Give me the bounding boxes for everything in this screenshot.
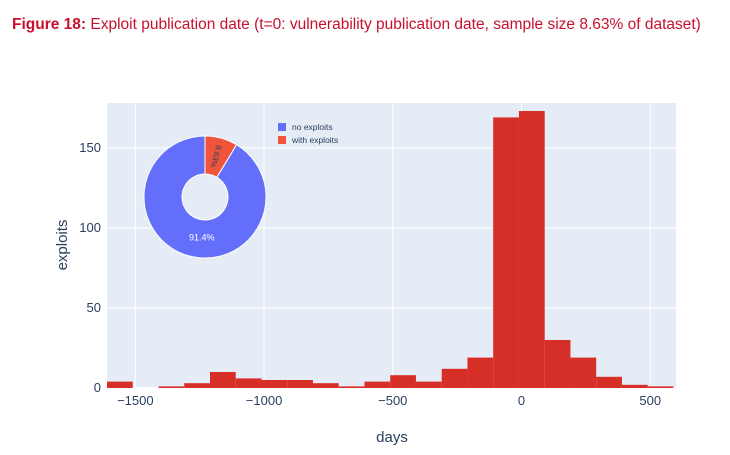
pie-slice-label: 91.4% bbox=[189, 232, 215, 242]
pie-legend: no exploits with exploits bbox=[278, 122, 338, 145]
pie-slice bbox=[143, 135, 267, 259]
figure-label: Figure 18: bbox=[12, 16, 87, 33]
histogram-bar bbox=[312, 383, 339, 388]
y-axis-title: exploits bbox=[54, 220, 71, 271]
x-tick-label: −1000 bbox=[246, 393, 283, 408]
y-tick-label: 100 bbox=[79, 220, 101, 235]
figure-caption-text: Exploit publication date (t=0: vulnerabi… bbox=[90, 16, 701, 33]
y-axis-ticks: 0 50 100 150 bbox=[79, 140, 101, 395]
pie-slice bbox=[204, 135, 238, 178]
x-tick-label: −1500 bbox=[117, 393, 154, 408]
histogram-bar bbox=[415, 381, 442, 388]
histogram-bar bbox=[518, 111, 545, 388]
histogram-bar bbox=[184, 383, 210, 388]
histogram-bars bbox=[107, 111, 674, 389]
legend-swatch bbox=[278, 123, 286, 131]
y-tick-label: 0 bbox=[94, 380, 101, 395]
histogram-bar bbox=[647, 386, 674, 388]
histogram-bar bbox=[287, 379, 313, 388]
histogram-bar bbox=[158, 386, 185, 388]
histogram-bar bbox=[570, 357, 597, 388]
x-tick-label: 0 bbox=[518, 393, 525, 408]
histogram-bar bbox=[261, 379, 288, 388]
legend-label: no exploits bbox=[292, 122, 333, 132]
histogram-bar bbox=[390, 375, 416, 388]
x-tick-label: −500 bbox=[378, 393, 407, 408]
y-tick-label: 50 bbox=[87, 300, 101, 315]
histogram-bar bbox=[621, 384, 648, 388]
donut-chart: 91.4%8.63% bbox=[143, 135, 267, 259]
histogram-bar bbox=[544, 339, 571, 388]
histogram-bar bbox=[209, 371, 236, 388]
x-axis-title: days bbox=[376, 429, 408, 446]
histogram-bar bbox=[441, 368, 468, 388]
legend-label: with exploits bbox=[291, 135, 338, 145]
histogram-bar bbox=[107, 381, 133, 388]
histogram-bar bbox=[493, 117, 519, 389]
histogram-bar bbox=[235, 378, 262, 388]
figure-caption: Figure 18: Exploit publication date (t=0… bbox=[12, 14, 712, 36]
legend-swatch bbox=[278, 136, 286, 144]
x-tick-label: 500 bbox=[639, 393, 661, 408]
histogram-bar bbox=[364, 381, 391, 388]
x-axis-ticks: −1500 −1000 −500 0 500 bbox=[117, 393, 661, 408]
histogram-bar bbox=[338, 386, 365, 388]
y-tick-label: 150 bbox=[79, 140, 101, 155]
histogram-bar bbox=[467, 357, 494, 388]
histogram-bar bbox=[596, 376, 622, 388]
